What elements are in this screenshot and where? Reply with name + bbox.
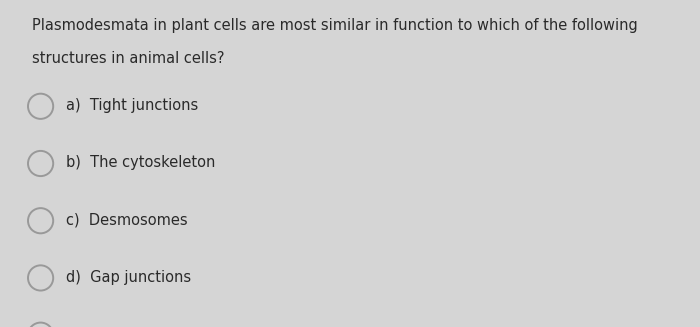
Text: d)  Gap junctions: d) Gap junctions <box>66 270 192 285</box>
Text: structures in animal cells?: structures in animal cells? <box>32 51 224 66</box>
Text: Plasmodesmata in plant cells are most similar in function to which of the follow: Plasmodesmata in plant cells are most si… <box>32 18 637 33</box>
Text: a)  Tight junctions: a) Tight junctions <box>66 98 199 113</box>
Text: c)  Desmosomes: c) Desmosomes <box>66 213 188 228</box>
Text: b)  The cytoskeleton: b) The cytoskeleton <box>66 155 216 170</box>
